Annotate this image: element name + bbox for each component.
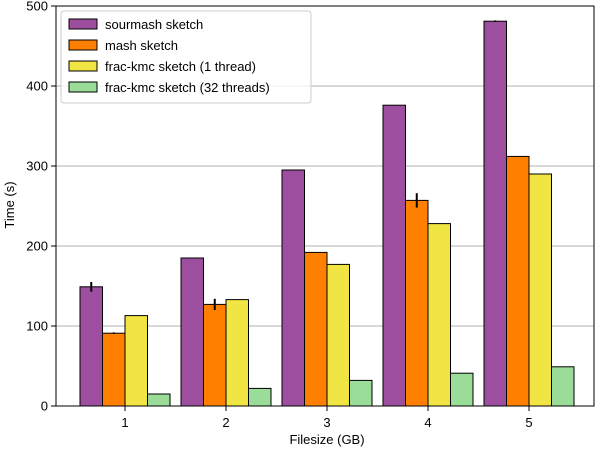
axes: [55, 5, 595, 407]
bar-frac-kmc-sketch-1-thread--5: [528, 173, 552, 407]
bar-frac-kmc-sketch-1-thread--4: [427, 223, 451, 407]
legend-label: frac-kmc sketch (1 thread): [105, 59, 256, 74]
legend-label: sourmash sketch: [105, 17, 203, 32]
y-tick-label: 200: [26, 239, 48, 254]
legend-label: mash sketch: [105, 38, 178, 53]
bar-mash-sketch-1: [102, 332, 126, 407]
x-axis-ticks: 1 2 3 4 5: [121, 406, 533, 430]
bar-mash-sketch-3: [304, 251, 328, 407]
legend-swatch: [68, 81, 98, 93]
y-tick-label: 400: [26, 79, 48, 94]
x-tick-label: 3: [323, 415, 330, 430]
y-tick-label: 300: [26, 159, 48, 174]
bars: [79, 20, 575, 407]
bar-mash-sketch-5: [506, 155, 530, 407]
bar-frac-kmc-sketch-1-thread--3: [326, 263, 350, 407]
x-tick-label: 1: [121, 415, 128, 430]
x-tick-label: 4: [424, 415, 431, 430]
legend-swatch: [68, 60, 98, 72]
bar-sourmash-sketch-3: [281, 169, 305, 407]
legend-swatch: [68, 39, 98, 51]
bar-frac-kmc-sketch-1-thread--1: [124, 315, 148, 407]
x-tick-label: 2: [222, 415, 229, 430]
legend-label: frac-kmc sketch (32 threads): [105, 80, 270, 95]
bar-sourmash-sketch-1: [79, 286, 103, 407]
bar-frac-kmc-sketch-1-thread--2: [225, 299, 249, 407]
bar-sourmash-sketch-4: [382, 104, 406, 407]
bar-frac-kmc-sketch-32-threads--2: [248, 387, 272, 407]
plot-frame: [55, 5, 595, 407]
bar-frac-kmc-sketch-32-threads--5: [551, 366, 575, 407]
y-axis-label: Time (s): [2, 181, 17, 228]
legend-box: [60, 10, 312, 104]
legend: sourmash sketch mash sketch frac-kmc sketc…: [60, 10, 312, 104]
bar-mash-sketch-2: [203, 303, 227, 407]
bar-sourmash-sketch-5: [483, 20, 507, 407]
y-tick-label: 500: [26, 0, 48, 14]
bar-mash-sketch-4: [405, 199, 429, 407]
x-axis-label: Filesize (GB): [289, 432, 364, 447]
bar-sourmash-sketch-2: [180, 257, 204, 407]
legend-swatch: [68, 18, 98, 30]
y-tick-label: 0: [41, 399, 48, 414]
y-tick-label: 100: [26, 319, 48, 334]
bar-frac-kmc-sketch-32-threads--4: [450, 372, 474, 407]
bar-frac-kmc-sketch-32-threads--3: [349, 379, 373, 407]
bar-frac-kmc-sketch-32-threads--1: [147, 393, 171, 407]
y-axis-ticks: 0 100 200 300 400 500: [26, 0, 56, 414]
x-tick-label: 5: [525, 415, 532, 430]
